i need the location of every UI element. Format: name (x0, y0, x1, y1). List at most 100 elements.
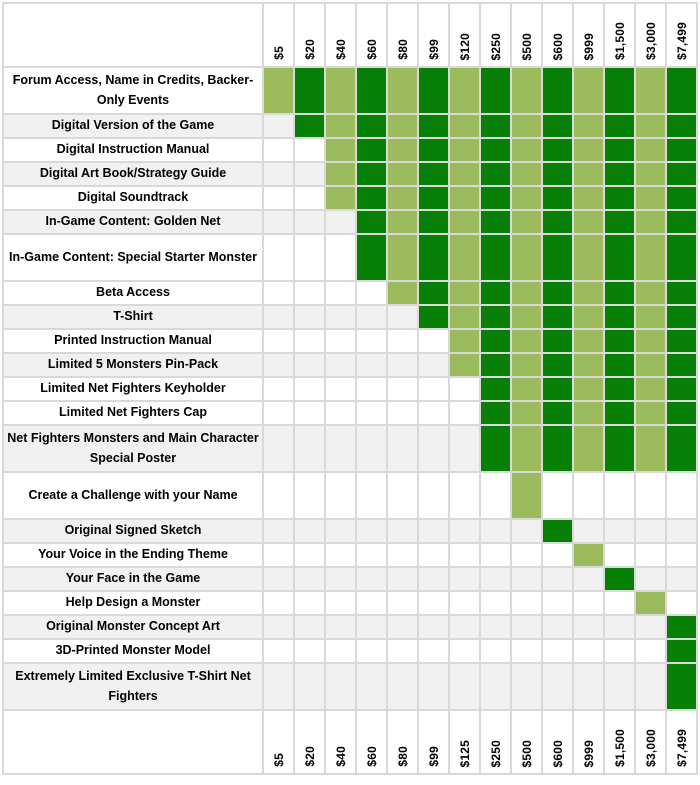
matrix-cell-empty (262, 542, 295, 568)
matrix-cell-filled (634, 376, 667, 402)
header-bottom-tier-label: $600 (550, 739, 565, 768)
matrix-cell-filled (634, 400, 667, 426)
matrix-cell-filled (479, 400, 512, 426)
matrix-cell-empty (355, 400, 388, 426)
matrix-cell-filled (386, 137, 419, 163)
matrix-cell-empty (634, 614, 667, 640)
matrix-cell-empty (541, 590, 574, 616)
matrix-cell-filled (324, 137, 357, 163)
matrix-cell-filled (448, 233, 481, 282)
matrix-cell-empty (386, 376, 419, 402)
matrix-cell-filled (634, 233, 667, 282)
matrix-cell-filled (417, 185, 450, 211)
matrix-cell-empty (479, 614, 512, 640)
matrix-cell-empty (417, 542, 450, 568)
matrix-cell-empty (541, 614, 574, 640)
matrix-cell-empty (324, 590, 357, 616)
header-top-tier-label: $7,499 (674, 22, 689, 60)
matrix-cell-filled (665, 424, 698, 473)
matrix-cell-empty (324, 542, 357, 568)
matrix-cell-filled (665, 185, 698, 211)
reward-label: Limited Net Fighters Cap (2, 400, 264, 426)
reward-label: Digital Soundtrack (2, 185, 264, 211)
matrix-cell-empty (541, 662, 574, 711)
reward-row: Beta Access (2, 280, 698, 306)
matrix-cell-empty (293, 304, 326, 330)
matrix-cell-filled (541, 304, 574, 330)
matrix-cell-empty (510, 518, 543, 544)
matrix-cell-empty (293, 137, 326, 163)
matrix-cell-filled (386, 209, 419, 235)
matrix-cell-filled (324, 113, 357, 139)
matrix-cell-empty (572, 662, 605, 711)
matrix-cell-empty (386, 424, 419, 473)
matrix-cell-empty (262, 662, 295, 711)
matrix-cell-filled (417, 304, 450, 330)
matrix-cell-empty (262, 328, 295, 354)
matrix-cell-filled (479, 233, 512, 282)
matrix-cell-filled (479, 209, 512, 235)
matrix-cell-empty (510, 662, 543, 711)
header-top-tier-label: $1,500 (612, 22, 627, 60)
matrix-cell-empty (448, 542, 481, 568)
matrix-cell-empty (386, 304, 419, 330)
matrix-cell-empty (324, 400, 357, 426)
matrix-cell-empty (417, 471, 450, 520)
matrix-cell-filled (479, 376, 512, 402)
matrix-cell-empty (262, 233, 295, 282)
matrix-cell-empty (293, 662, 326, 711)
matrix-cell-filled (479, 113, 512, 139)
matrix-cell-filled (479, 161, 512, 187)
matrix-cell-filled (603, 566, 636, 592)
reward-row: Limited Net Fighters Keyholder (2, 376, 698, 402)
matrix-cell-filled (386, 66, 419, 115)
header-bottom-tier: $7,499 (665, 709, 698, 775)
matrix-cell-empty (262, 518, 295, 544)
matrix-cell-filled (541, 280, 574, 306)
matrix-cell-empty (665, 566, 698, 592)
matrix-cell-filled (603, 233, 636, 282)
matrix-cell-filled (634, 66, 667, 115)
matrix-cell-empty (572, 566, 605, 592)
header-bottom-tier: $60 (355, 709, 388, 775)
reward-label: Your Face in the Game (2, 566, 264, 592)
matrix-cell-empty (603, 638, 636, 664)
matrix-cell-empty (603, 542, 636, 568)
reward-label: Limited Net Fighters Keyholder (2, 376, 264, 402)
header-bottom-tier: $999 (572, 709, 605, 775)
matrix-cell-filled (448, 161, 481, 187)
matrix-cell-empty (262, 566, 295, 592)
matrix-cell-filled (634, 185, 667, 211)
matrix-cell-empty (479, 518, 512, 544)
matrix-cell-filled (665, 161, 698, 187)
reward-row: T-Shirt (2, 304, 698, 330)
matrix-cell-filled (572, 304, 605, 330)
matrix-cell-filled (541, 518, 574, 544)
matrix-cell-filled (634, 137, 667, 163)
header-top-tier: $80 (386, 2, 419, 68)
matrix-cell-empty (634, 638, 667, 664)
matrix-cell-empty (417, 518, 450, 544)
matrix-cell-empty (448, 590, 481, 616)
header-top-tier-label: $80 (395, 39, 410, 60)
matrix-cell-filled (634, 209, 667, 235)
matrix-cell-filled (603, 304, 636, 330)
matrix-cell-empty (293, 376, 326, 402)
matrix-cell-empty (386, 614, 419, 640)
matrix-cell-empty (262, 424, 295, 473)
matrix-cell-filled (510, 400, 543, 426)
matrix-cell-empty (603, 471, 636, 520)
header-bottom-tier-label: $60 (364, 746, 379, 767)
matrix-cell-empty (479, 590, 512, 616)
matrix-cell-filled (386, 113, 419, 139)
matrix-cell-filled (448, 209, 481, 235)
reward-row: Limited 5 Monsters Pin-Pack (2, 352, 698, 378)
matrix-cell-empty (293, 280, 326, 306)
matrix-cell-filled (479, 352, 512, 378)
header-bottom-tier: $500 (510, 709, 543, 775)
matrix-cell-filled (417, 280, 450, 306)
matrix-cell-filled (510, 233, 543, 282)
matrix-cell-empty (417, 662, 450, 711)
reward-row: Your Face in the Game (2, 566, 698, 592)
matrix-cell-filled (634, 328, 667, 354)
